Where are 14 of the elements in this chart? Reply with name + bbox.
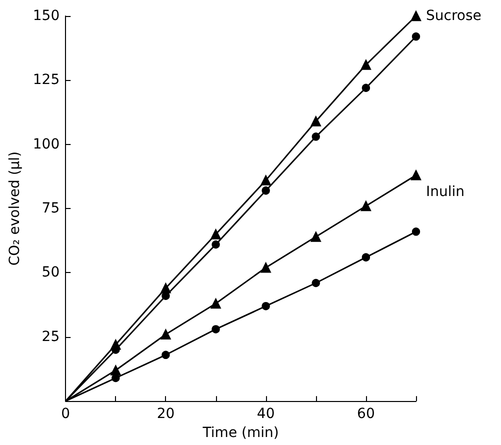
- text: Inulin: [426, 184, 465, 200]
- y-tick-label: 50: [42, 264, 60, 281]
- x-tick-label: 40: [256, 406, 275, 422]
- x-tick-label: 60: [357, 406, 375, 422]
- y-tick-label: 100: [32, 136, 60, 152]
- annotation: Sucrose: [426, 8, 482, 24]
- y-axis-title: CO₂ evolved (µl): [7, 151, 23, 266]
- y-tick-label: 150: [32, 8, 60, 24]
- y-tick-label: 75: [42, 200, 60, 217]
- y-tick-label: 125: [32, 72, 60, 88]
- x-axis-title: Time (min): [202, 425, 279, 441]
- x-tick-label: 0: [61, 406, 70, 422]
- x-tick-label: 20: [156, 406, 175, 422]
- y-tick-label: 25: [42, 328, 60, 345]
